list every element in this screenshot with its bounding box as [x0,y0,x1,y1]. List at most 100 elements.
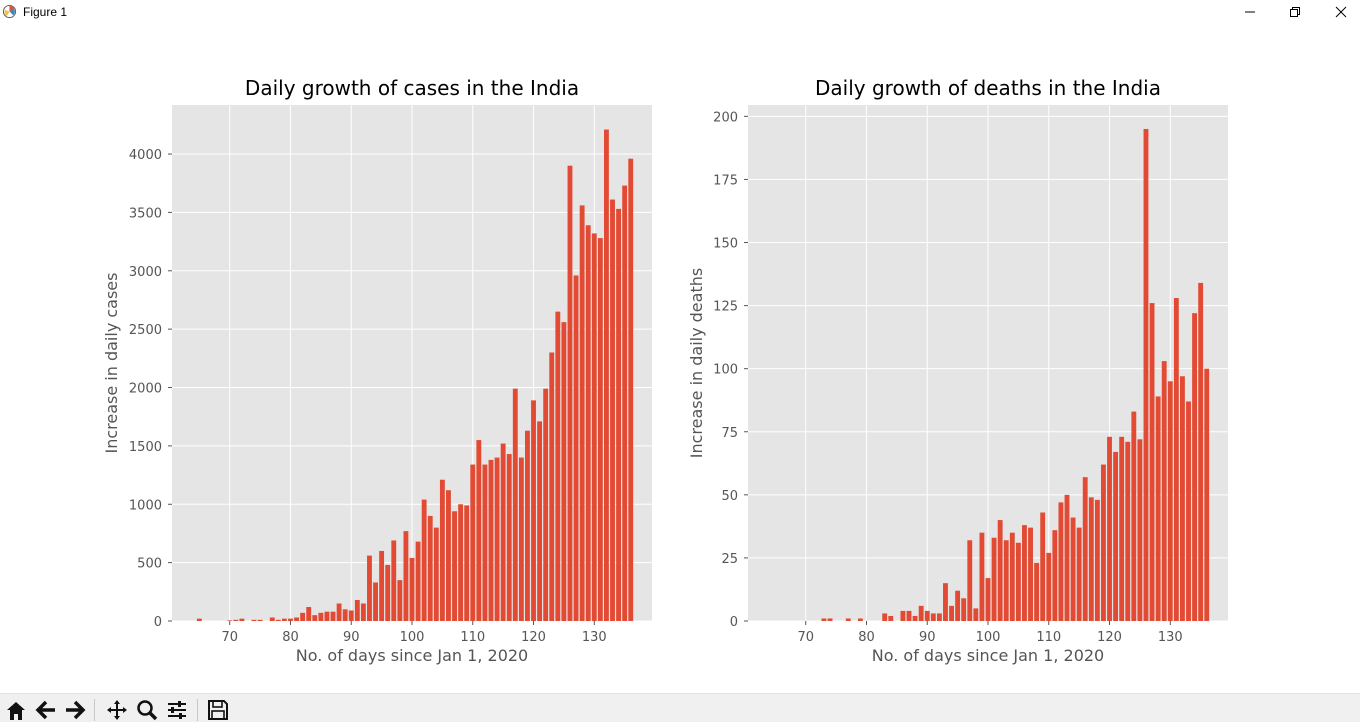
cases-bars [196,129,634,622]
cases-bar [367,555,372,621]
deaths-x-tick-label: 100 [976,630,1001,645]
deaths-bar [1186,401,1191,621]
cases-bar [312,615,318,621]
cases-bar [476,440,482,621]
restore-button[interactable] [1272,0,1318,24]
cases-bar [616,208,622,621]
cases-x-ticks: 70 80 90 100 110 120 130 [221,621,607,645]
deaths-bar [1155,396,1161,621]
cases-bar [537,421,543,621]
cases-bar [512,388,518,621]
cases-y-tick-label: 0 [154,615,162,630]
cases-x-tick-label: 130 [582,630,607,645]
minimize-button[interactable] [1227,0,1273,24]
deaths-y-tick-label: 75 [721,426,738,441]
cases-bar [561,322,567,621]
deaths-bar [1180,376,1185,621]
deaths-bar [943,583,948,621]
deaths-bar [1064,494,1070,621]
forward-button[interactable] [63,699,87,722]
deaths-chart-title: Daily growth of deaths in the India [815,76,1161,100]
cases-x-tick-label: 120 [521,630,546,645]
cases-bar [573,275,579,621]
cases-bar [464,505,470,621]
cases-bar [415,541,421,621]
deaths-bar [1204,368,1210,621]
cases-bar [543,388,549,621]
configure-subplots-button[interactable] [165,699,189,722]
cases-bar [336,603,342,621]
back-icon [35,700,55,720]
deaths-bar [955,590,961,621]
cases-bar [196,618,202,621]
cases-bar [458,504,464,621]
toolbar-separator [197,699,198,721]
deaths-y-tick-label: 125 [713,300,738,315]
window-title: Figure 1 [23,5,68,19]
cases-x-axis-label: No. of days since Jan 1, 2020 [296,646,528,665]
cases-bar [482,464,488,621]
home-button[interactable] [4,699,28,722]
cases-bar [373,582,378,621]
cases-bar [233,619,239,621]
deaths-bar [857,618,863,621]
deaths-bar [1149,303,1155,621]
cases-bar [506,454,512,621]
zoom-button[interactable] [135,699,159,722]
deaths-y-ticks: 0 25 50 75 100 125 150 175 200 [713,110,748,630]
deaths-bar [1125,441,1131,621]
deaths-bar [1046,552,1052,621]
save-button[interactable] [206,699,230,722]
deaths-bar [936,613,942,621]
cases-y-tick-label: 2000 [129,382,162,397]
cases-bar [427,515,433,621]
back-button[interactable] [34,699,58,722]
deaths-bar [1052,530,1058,621]
deaths-y-tick-label: 150 [713,237,738,252]
home-icon [7,702,25,720]
cases-bar [409,557,415,621]
cases-bar [391,540,397,621]
deaths-y-axis-label: Increase in daily deaths [687,268,706,458]
cases-bar [385,564,391,621]
cases-bar [324,611,330,621]
cases-bar [597,238,603,621]
cases-bar [549,352,555,621]
deaths-bar [845,618,851,621]
cases-y-tick-label: 3500 [129,206,162,221]
deaths-bar [967,540,973,621]
cases-bar [525,430,530,621]
cases-x-tick-label: 70 [221,630,238,645]
cases-bar [585,225,591,622]
cases-bar [622,185,628,621]
deaths-bar [1143,128,1149,622]
cases-y-axis-label: Increase in daily cases [102,273,121,454]
cases-x-tick-label: 80 [282,630,299,645]
pan-button[interactable] [105,699,129,722]
cases-bar [604,129,609,621]
cases-bar [354,599,360,621]
minimize-icon [1245,11,1255,13]
deaths-bar [1082,477,1088,621]
deaths-bar [924,610,930,621]
cases-bar [360,603,366,621]
deaths-y-tick-label: 25 [721,552,738,567]
close-button[interactable] [1318,0,1360,24]
cases-bar [269,617,275,621]
deaths-chart: 70 80 90 100 110 120 130 0 25 50 75 100 125 150 175 20… [687,76,1228,665]
cases-bar [567,165,573,622]
deaths-bar [1167,381,1173,621]
cases-bar [628,158,634,621]
cases-bar [421,499,427,621]
deaths-x-tick-label: 110 [1036,630,1061,645]
cases-bar [452,511,457,621]
deaths-bar [1173,298,1179,621]
deaths-x-tick-label: 70 [797,630,814,645]
cases-bar [433,527,439,621]
toolbar-separator [94,699,95,721]
deaths-bar [1161,361,1167,621]
deaths-bar [930,613,936,621]
navigation-toolbar [0,693,1360,722]
deaths-bar [1088,497,1094,621]
deaths-bar [1113,451,1119,621]
